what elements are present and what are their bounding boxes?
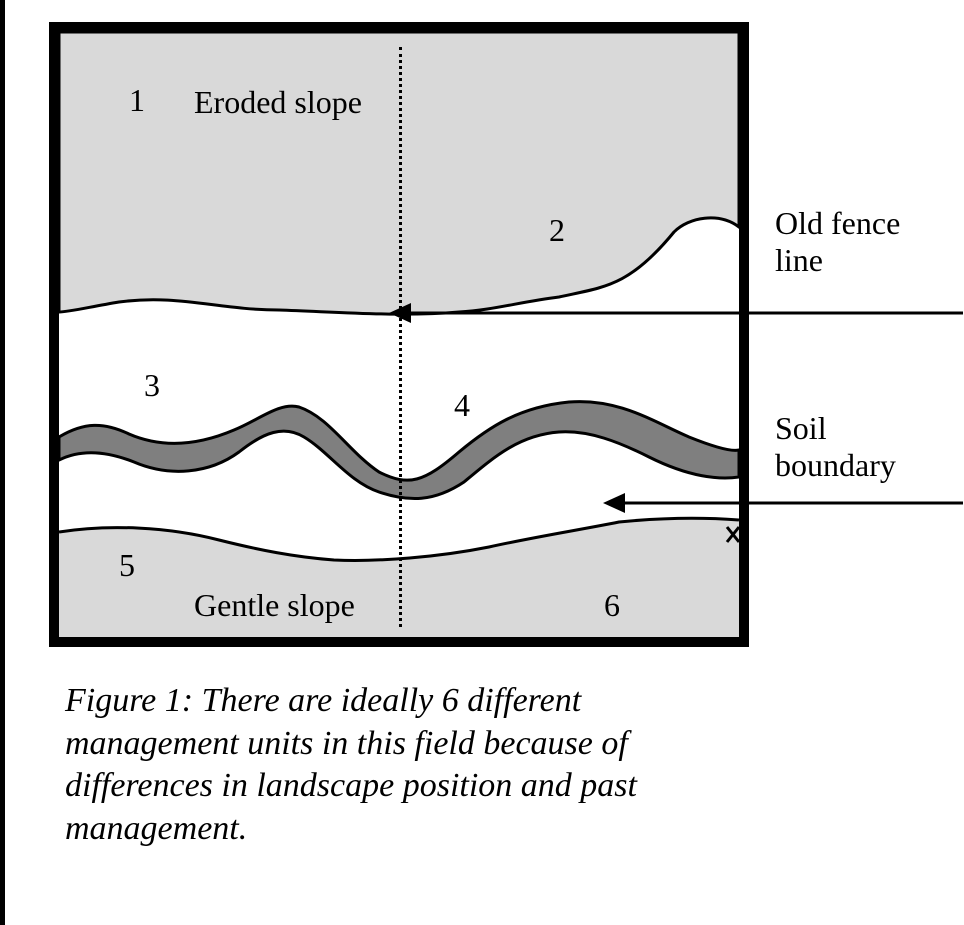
old-fence-line [399, 47, 402, 627]
diagram-frame: 1 2 3 4 5 6 Eroded slope Gentle slope [49, 22, 749, 647]
zone-number-3: 3 [144, 367, 160, 404]
label-old-fence-line2: line [775, 242, 823, 278]
zone-number-6: 6 [604, 587, 620, 624]
label-old-fence-line1: Old fence [775, 205, 900, 241]
zone-number-4: 4 [454, 387, 470, 424]
page-container: 1 2 3 4 5 6 Eroded slope Gentle slope Ol… [0, 0, 964, 925]
zone-number-1: 1 [129, 82, 145, 119]
zone-number-2: 2 [549, 212, 565, 249]
diagram-wrapper: 1 2 3 4 5 6 Eroded slope Gentle slope [49, 22, 749, 647]
label-soil-boundary-line1: Soil [775, 410, 827, 446]
label-old-fence: Old fence line [775, 205, 900, 279]
label-gentle-slope: Gentle slope [194, 587, 355, 624]
label-soil-boundary: Soil boundary [775, 410, 896, 484]
label-eroded-slope: Eroded slope [194, 84, 362, 121]
zone-number-5: 5 [119, 547, 135, 584]
label-soil-boundary-line2: boundary [775, 447, 896, 483]
figure-caption: Figure 1: There are ideally 6 different … [65, 680, 705, 850]
